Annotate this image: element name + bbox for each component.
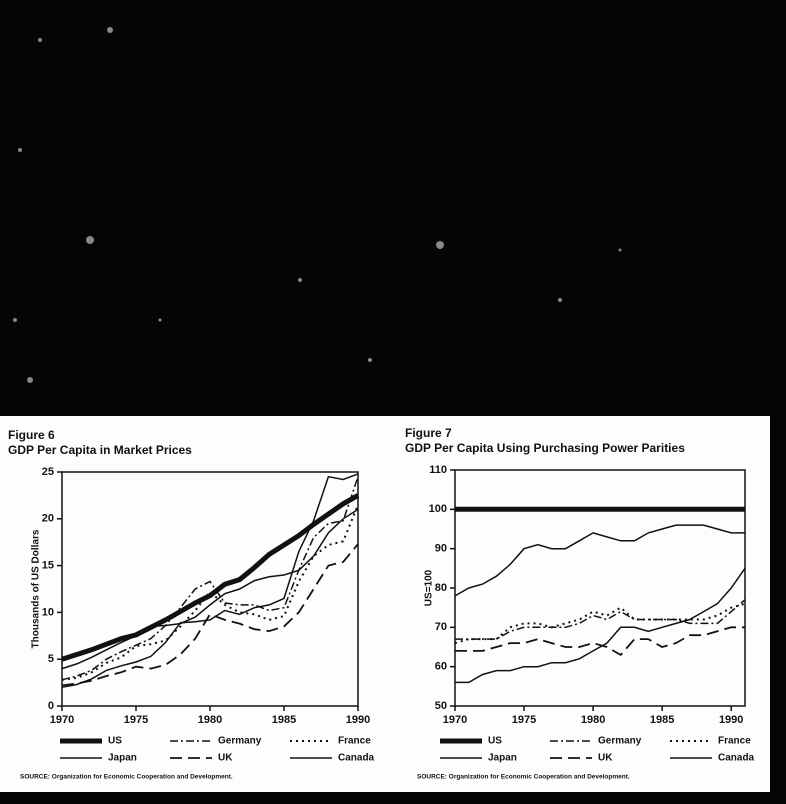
legend-label: Canada [718,753,755,764]
series-line [61,543,359,687]
figure-label: Figure 6 [8,428,55,442]
legend-label: France [718,736,751,747]
series-line [61,473,359,689]
series-line [61,493,360,662]
x-tick-label: 1980 [581,714,605,726]
y-tick-label: 5 [48,653,54,665]
y-tick-label: 25 [42,466,54,478]
chart-title: GDP Per Capita Using Purchasing Power Pa… [405,441,685,455]
y-tick-label: 100 [429,503,447,515]
y-tick-label: 60 [435,661,447,673]
series-line [454,524,745,597]
legend-label: Germany [598,736,642,747]
document-panel [0,416,770,792]
y-axis-label: US=100 [424,569,435,606]
series-line [455,626,745,657]
x-tick-label: 1970 [443,714,467,726]
series-line [61,504,359,681]
y-tick-label: 110 [429,464,447,476]
legend-label: US [108,736,122,747]
legend-label: France [338,736,371,747]
source-note: SOURCE: Organization for Economic Cooper… [417,774,630,781]
y-axis-label: Thousands of US Dollars [31,529,42,648]
y-tick-label: 15 [42,560,54,572]
legend-label: UK [218,753,233,764]
y-tick-label: 80 [435,582,447,594]
legend-label: UK [598,753,613,764]
y-tick-label: 90 [435,543,447,555]
legend-label: Japan [488,753,517,764]
legend-label: Japan [108,753,137,764]
x-tick-label: 1975 [512,714,536,726]
x-tick-label: 1975 [124,714,148,726]
x-tick-label: 1985 [272,714,296,726]
source-note: SOURCE: Organization for Economic Cooper… [20,774,233,781]
legend-label: Germany [218,736,262,747]
legend-label: US [488,736,502,747]
y-tick-label: 50 [435,700,447,712]
chart-title: GDP Per Capita in Market Prices [8,443,192,457]
x-tick-label: 1980 [198,714,222,726]
series-line [61,508,359,670]
series-line [61,476,359,681]
y-tick-label: 0 [48,700,54,712]
x-tick-label: 1970 [50,714,74,726]
y-tick-label: 10 [42,606,54,618]
x-tick-label: 1990 [346,714,370,726]
y-tick-label: 70 [435,621,447,633]
x-tick-label: 1990 [719,714,743,726]
series-line [455,599,746,640]
figure-label: Figure 7 [405,426,452,440]
series-line [455,567,746,684]
photo-speckles [13,27,622,383]
x-tick-label: 1985 [650,714,674,726]
y-tick-label: 20 [42,513,54,525]
legend-label: Canada [338,753,375,764]
